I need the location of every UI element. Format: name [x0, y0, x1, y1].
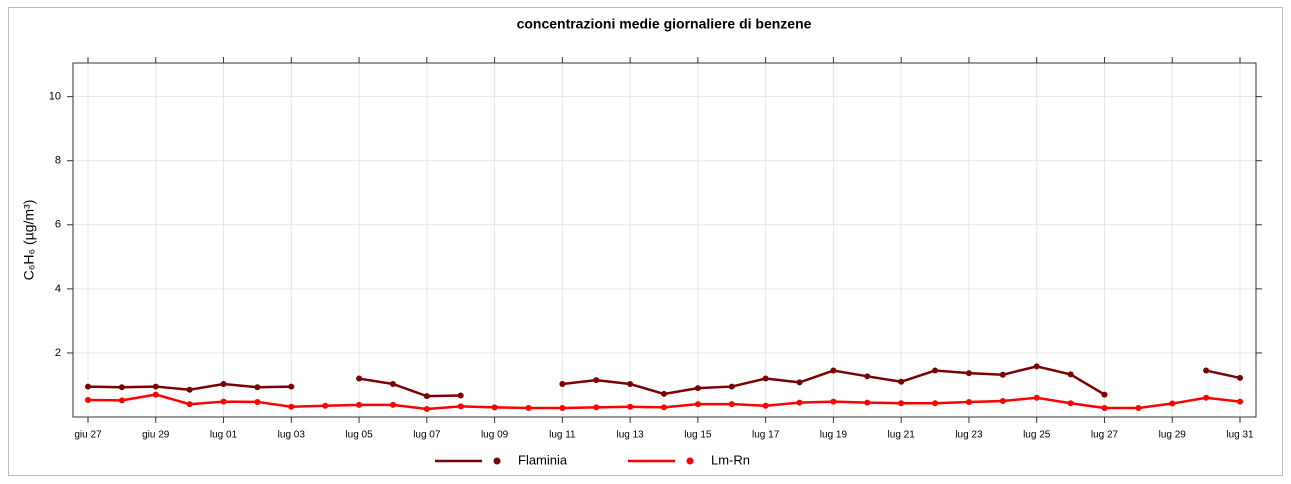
data-point: [864, 399, 871, 406]
legend-label: Flaminia: [518, 452, 568, 467]
data-point: [1101, 405, 1108, 412]
data-point: [254, 398, 261, 405]
x-tick-label: giu 27: [74, 430, 102, 441]
x-tick-label: lug 21: [888, 430, 916, 441]
x-tick-label: lug 27: [1091, 430, 1119, 441]
x-tick-label: lug 19: [820, 430, 848, 441]
data-point: [1101, 391, 1108, 398]
data-point: [356, 401, 363, 408]
data-point: [661, 390, 667, 397]
data-point: [118, 384, 125, 391]
data-point: [389, 381, 396, 388]
data-point: [627, 381, 634, 388]
data-point: [152, 383, 159, 390]
data-point: [423, 405, 430, 412]
data-point: [1203, 394, 1210, 401]
data-point: [85, 397, 91, 404]
data-point: [898, 378, 905, 385]
data-point: [389, 401, 396, 408]
x-tick-label: lug 29: [1159, 430, 1187, 441]
data-point: [254, 384, 261, 391]
data-point: [457, 392, 464, 399]
data-point: [728, 383, 735, 390]
y-tick-label: 10: [49, 91, 61, 103]
data-point: [1237, 374, 1243, 381]
data-point: [1067, 371, 1074, 378]
x-tick-label: lug 15: [684, 430, 712, 441]
frame: [8, 7, 1283, 476]
y-tick-label: 4: [55, 283, 61, 295]
data-point: [694, 401, 701, 408]
data-point: [593, 404, 600, 411]
x-tick-label: giu 29: [142, 430, 170, 441]
legend-marker: [686, 457, 694, 465]
data-point: [457, 403, 464, 410]
data-point: [999, 397, 1006, 404]
data-point: [322, 402, 329, 409]
data-point: [186, 401, 193, 408]
x-tick-label: lug 17: [752, 430, 780, 441]
data-point: [999, 371, 1006, 378]
data-point: [1169, 400, 1176, 407]
data-point: [1135, 405, 1142, 412]
x-tick-label: lug 09: [481, 430, 509, 441]
data-point: [965, 398, 972, 405]
y-tick-label: 8: [55, 155, 61, 167]
x-tick-label: lug 11: [549, 430, 576, 441]
data-point: [1067, 400, 1074, 407]
y-tick-label: 6: [55, 219, 61, 231]
data-point: [288, 383, 295, 390]
data-point: [830, 367, 837, 374]
data-point: [1237, 398, 1243, 405]
data-point: [220, 398, 227, 405]
data-point: [627, 403, 634, 410]
x-tick-label: lug 13: [616, 430, 644, 441]
x-tick-label: lug 25: [1023, 430, 1051, 441]
data-point: [356, 375, 363, 382]
data-point: [1033, 394, 1040, 401]
data-point: [152, 391, 159, 398]
data-point: [965, 370, 972, 377]
x-tick-label: lug 31: [1226, 430, 1254, 441]
data-point: [898, 400, 905, 407]
data-point: [118, 397, 125, 404]
legend-label: Lm-Rn: [711, 452, 750, 467]
data-point: [593, 377, 600, 384]
y-tick-label: 2: [55, 347, 61, 359]
data-point: [661, 404, 667, 411]
data-point: [491, 404, 498, 411]
data-point: [796, 379, 803, 386]
plot-border: [72, 62, 1257, 418]
data-point: [694, 385, 701, 392]
x-tick-label: lug 07: [413, 430, 441, 441]
data-point: [1033, 363, 1040, 370]
x-tick-label: lug 05: [345, 430, 373, 441]
x-tick-label: lug 03: [278, 430, 306, 441]
data-point: [762, 402, 769, 409]
data-point: [559, 381, 566, 388]
x-tick-label: lug 23: [955, 430, 983, 441]
data-point: [85, 383, 91, 390]
data-point: [220, 381, 227, 388]
chart-title: concentrazioni medie giornaliere di benz…: [517, 16, 812, 32]
data-point: [932, 400, 939, 407]
x-tick-label: lug 01: [210, 430, 238, 441]
data-point: [525, 405, 532, 412]
data-point: [728, 401, 735, 408]
data-point: [830, 398, 837, 405]
data-point: [186, 386, 193, 393]
data-point: [932, 367, 939, 374]
data-point: [423, 393, 430, 400]
data-point: [864, 373, 871, 380]
data-point: [288, 403, 295, 410]
legend-marker: [493, 457, 501, 465]
data-point: [1203, 367, 1210, 374]
data-point: [762, 375, 769, 382]
data-point: [559, 405, 566, 412]
y-axis-label: C₆H₆ (µg/m³): [21, 200, 37, 281]
data-point: [796, 399, 803, 406]
